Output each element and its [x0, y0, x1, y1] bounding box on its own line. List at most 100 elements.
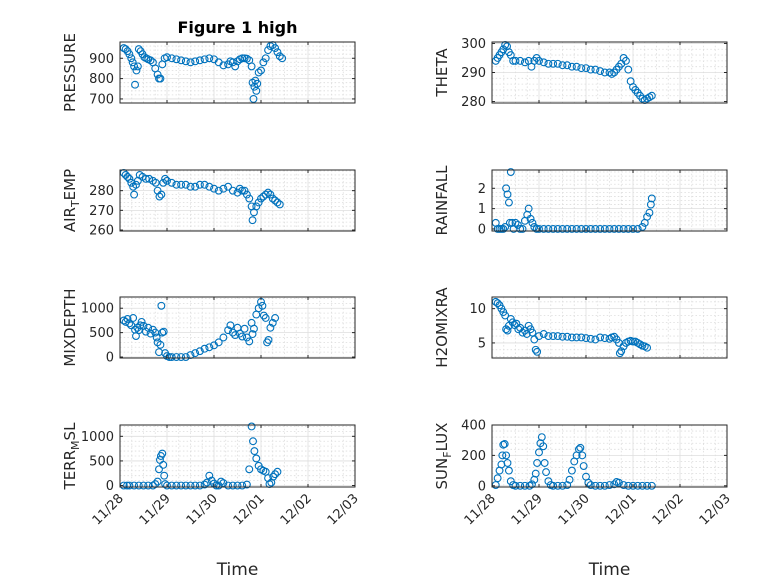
data-point-6-5: [139, 481, 148, 490]
data-point-6-31: [214, 481, 223, 490]
data-point-3-16: [518, 225, 527, 233]
axes-box: [119, 296, 356, 359]
data-point-2-42: [248, 216, 257, 225]
data-point-7-50: [619, 481, 628, 489]
data-point-4-31: [181, 353, 190, 361]
data-point-1-29: [591, 65, 600, 74]
data-point-7-1: [493, 474, 502, 483]
y-axis-label: PRESSURE: [61, 33, 79, 112]
data-point-4-49: [245, 337, 254, 346]
data-point-1-39: [621, 56, 630, 65]
data-point-2-40: [245, 194, 254, 203]
data-point-7-55: [643, 481, 652, 490]
data-point-3-9: [505, 218, 514, 227]
data-point-3-49: [645, 208, 654, 217]
data-point-3-22: [530, 222, 539, 231]
data-point-5-24: [535, 332, 543, 341]
y-tick-label: 700: [89, 92, 114, 107]
data-point-2-14: [151, 178, 160, 187]
data-point-0-49: [249, 94, 258, 103]
data-point-3-14: [513, 220, 522, 229]
data-point-2-3: [125, 174, 134, 183]
subplot-rainfall: 0 1 2 RAINFALL: [433, 165, 728, 237]
y-tick-label: 260: [89, 224, 114, 239]
data-point-6-35: [228, 481, 237, 490]
data-point-6-52: [271, 470, 280, 479]
data-point-6-9: [153, 477, 162, 486]
data-point-3-45: [633, 225, 642, 233]
data-point-0-4: [127, 54, 136, 63]
data-point-1-28: [586, 65, 595, 74]
data-point-3-50: [646, 200, 655, 209]
data-point-4-10: [136, 321, 145, 330]
data-point-2-12: [145, 174, 154, 183]
data-point-6-18: [167, 481, 176, 490]
data-point-6-36: [233, 481, 242, 490]
y-axis-label: TERRMSL: [61, 422, 82, 491]
data-point-0-47: [247, 62, 256, 71]
data-point-6-22: [186, 481, 195, 490]
data-point-6-33: [219, 479, 228, 488]
data-point-2-39: [242, 190, 251, 199]
data-point-7-46: [605, 481, 614, 489]
data-point-1-20: [549, 59, 558, 68]
data-point-0-57: [261, 54, 270, 63]
data-point-4-46: [238, 332, 247, 341]
data-point-2-37: [238, 186, 247, 195]
data-point-7-52: [629, 481, 637, 490]
data-point-2-38: [240, 186, 249, 195]
data-point-2-21: [167, 178, 176, 187]
data-point-7-45: [600, 481, 609, 490]
data-point-3-32: [572, 225, 581, 233]
subplot-theta: 280 290 300 THETA: [433, 37, 728, 110]
data-point-3-19: [524, 204, 533, 213]
data-point-0-40: [231, 62, 240, 71]
y-tick-label: 800: [89, 72, 114, 87]
data-point-7-42: [586, 481, 595, 489]
data-point-7-25: [542, 468, 550, 477]
data-point-5-1: [493, 299, 502, 308]
data-point-2-36: [235, 184, 244, 193]
data-point-6-4: [134, 481, 143, 490]
data-point-6-53: [273, 467, 282, 476]
data-point-0-30: [191, 57, 200, 66]
data-point-5-32: [572, 333, 581, 342]
data-point-3-28: [553, 225, 562, 233]
data-point-5-31: [567, 333, 576, 342]
data-point-7-8: [503, 459, 512, 467]
data-point-3-25: [539, 225, 548, 233]
data-point-4-34: [195, 347, 204, 356]
data-point-1-23: [563, 61, 572, 70]
data-point-0-43: [238, 54, 247, 63]
data-point-3-36: [591, 225, 600, 233]
y-tick-label: 400: [461, 419, 486, 434]
data-point-2-50: [266, 190, 275, 199]
data-point-7-39: [579, 462, 588, 470]
data-point-0-55: [257, 66, 265, 75]
data-point-5-27: [549, 332, 558, 341]
data-point-5-34: [582, 334, 590, 343]
data-point-0-53: [253, 79, 262, 88]
y-tick-label: 1000: [81, 430, 114, 445]
data-point-4-13: [141, 327, 150, 336]
data-point-2-31: [214, 186, 223, 195]
y-tick-label: 280: [461, 95, 486, 110]
data-point-5-44: [615, 349, 624, 358]
data-point-4-11: [137, 317, 146, 326]
data-point-3-44: [629, 225, 637, 233]
subplot-air: 260 270 280 AIRTEMP: [61, 169, 356, 239]
data-point-5-5: [501, 311, 510, 320]
data-point-7-32: [565, 475, 574, 484]
data-point-0-16: [146, 56, 155, 65]
data-point-1-21: [553, 59, 562, 68]
data-point-4-33: [191, 349, 200, 358]
data-point-0-5: [128, 58, 137, 67]
data-point-5-23: [533, 347, 542, 356]
data-point-2-25: [186, 182, 195, 191]
data-point-6-34: [224, 481, 233, 490]
data-point-0-61: [271, 44, 280, 53]
data-point-6-40: [247, 422, 256, 431]
data-point-0-62: [273, 48, 282, 57]
data-point-4-18: [152, 333, 161, 342]
